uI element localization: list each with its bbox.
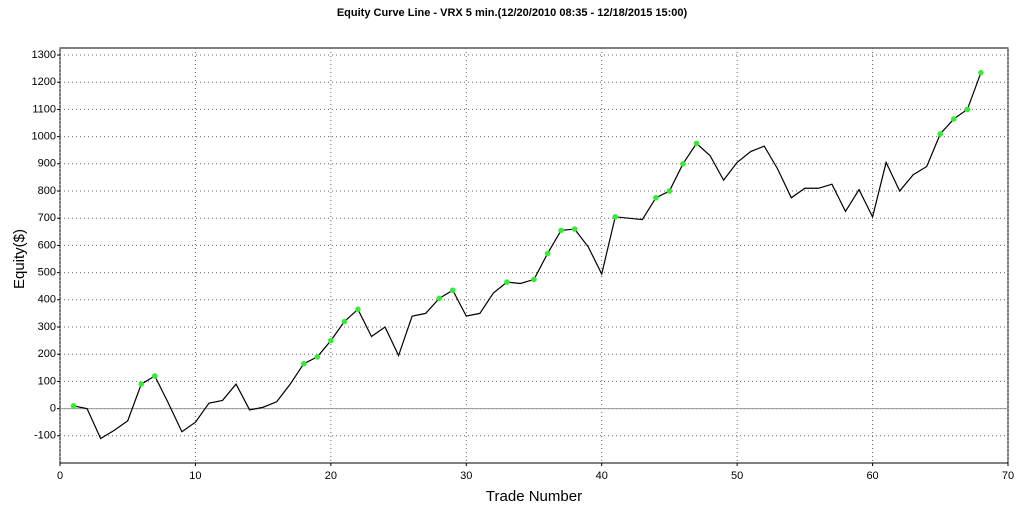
new-high-marker [571, 226, 578, 232]
x-tick-label: 70 [1002, 470, 1014, 482]
y-axis-title: Equity($) [11, 229, 28, 289]
y-tick-label: 900 [38, 158, 56, 170]
new-high-marker [544, 250, 551, 257]
new-high-marker [612, 214, 619, 220]
x-tick-label: 20 [325, 470, 337, 482]
y-tick-label: 800 [38, 185, 56, 197]
y-tick-label: 400 [38, 294, 56, 306]
y-tick-label: 100 [38, 375, 56, 387]
new-high-marker [693, 140, 700, 147]
y-tick-label: 200 [38, 348, 56, 360]
new-high-marker [138, 381, 145, 387]
y-tick-label: 1100 [32, 103, 56, 115]
new-high-marker [314, 354, 321, 360]
y-tick-label: 1000 [32, 131, 56, 143]
new-high-marker [680, 161, 686, 167]
x-tick-label: 0 [57, 470, 63, 482]
y-tick-label: 1300 [32, 49, 56, 61]
x-tick-label: 30 [460, 470, 472, 482]
plot-frame [59, 47, 1009, 464]
new-high-marker [978, 69, 984, 76]
new-high-marker [951, 116, 957, 122]
x-tick-label: 10 [189, 470, 201, 482]
new-high-marker [666, 188, 673, 194]
new-high-marker [937, 131, 944, 137]
chart-title: Equity Curve Line - VRX 5 min.(12/20/201… [337, 7, 688, 19]
x-tick-label: 60 [866, 470, 878, 482]
x-tick-label: 50 [731, 470, 743, 482]
new-high-marker [341, 318, 348, 325]
y-tick-label: 700 [38, 212, 56, 224]
y-tick-label: 0 [50, 403, 56, 415]
y-tick-label: 600 [38, 239, 56, 251]
new-high-marker [328, 337, 334, 344]
new-high-marker [436, 295, 443, 302]
x-axis-title: Trade Number [486, 488, 582, 505]
new-high-marker [70, 403, 77, 409]
y-tick-label: 500 [38, 267, 56, 279]
y-tick-label: 300 [38, 321, 56, 333]
equity-line [73, 72, 982, 440]
new-high-marker [449, 287, 456, 294]
new-high-marker [653, 195, 659, 201]
new-high-marker [504, 279, 510, 285]
new-high-marker [531, 276, 537, 283]
new-high-marker [558, 227, 564, 234]
new-high-marker [355, 306, 361, 313]
x-tick-label: 40 [596, 470, 608, 482]
new-high-marker [152, 373, 158, 379]
new-high-marker [300, 360, 307, 367]
y-tick-label: 1200 [32, 76, 56, 88]
new-high-marker [964, 106, 971, 113]
y-tick-label: -100 [34, 430, 56, 442]
